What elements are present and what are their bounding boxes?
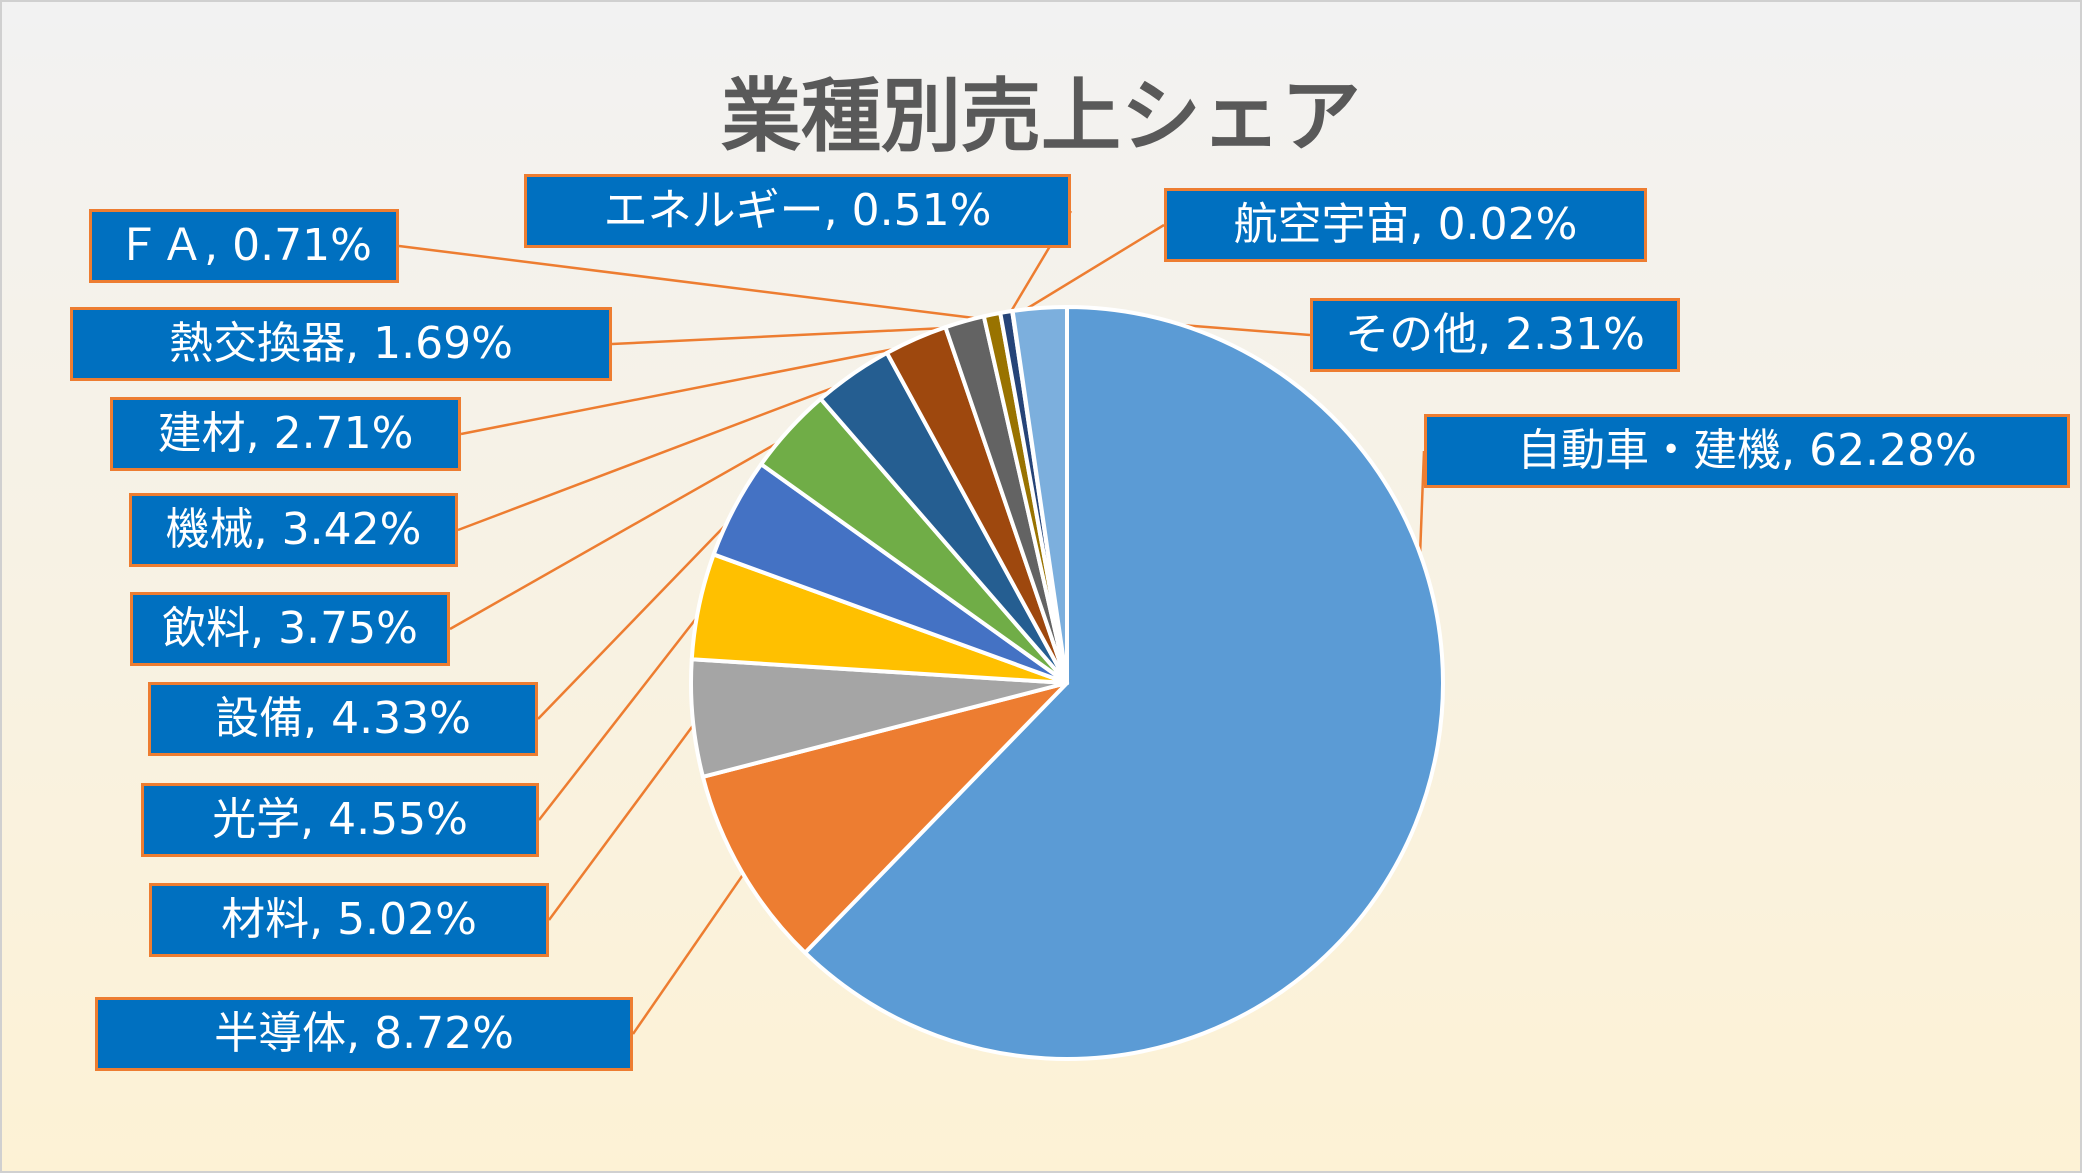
data-label-設備: 設備, 4.33% (148, 682, 538, 756)
pie-slice-その他 (1010, 305, 1069, 685)
data-label-飲料: 飲料, 3.75% (130, 592, 450, 666)
leader-line-設備 (537, 509, 741, 720)
data-label-ＦＡ: ＦＡ, 0.71% (89, 209, 399, 283)
data-label-エネルギー: エネルギー, 0.51% (524, 174, 1071, 248)
data-label-航空宇宙: 航空宇宙, 0.02% (1164, 188, 1647, 262)
data-label-その他: その他, 2.31% (1310, 298, 1680, 372)
leader-line-飲料 (449, 432, 795, 631)
leader-line-熱交換器 (611, 325, 967, 346)
data-label-熱交換器: 熱交換器, 1.69% (70, 307, 612, 381)
leader-line-半導体 (631, 868, 749, 1035)
data-label-半導体: 半導体, 8.72% (95, 997, 633, 1071)
data-label-自動車・建機: 自動車・建機, 62.28% (1424, 414, 2070, 488)
leader-line-光学 (538, 606, 706, 821)
leader-line-航空宇宙 (1012, 223, 1165, 318)
leader-line-ＦＡ (398, 244, 994, 322)
pie-slice-自動車・建機 (803, 305, 1445, 1061)
chart-title: 業種別売上シェア (721, 70, 1361, 163)
leader-line-建材 (460, 343, 919, 436)
data-label-光学: 光学, 4.55% (141, 783, 539, 857)
leader-line-機械 (457, 377, 857, 532)
pie-slice-半導体 (700, 681, 1069, 955)
data-label-機械: 機械, 3.42% (129, 493, 458, 567)
data-label-建材: 建材, 2.71% (110, 397, 461, 471)
leader-line-材料 (547, 717, 700, 921)
data-label-材料: 材料, 5.02% (149, 883, 549, 957)
